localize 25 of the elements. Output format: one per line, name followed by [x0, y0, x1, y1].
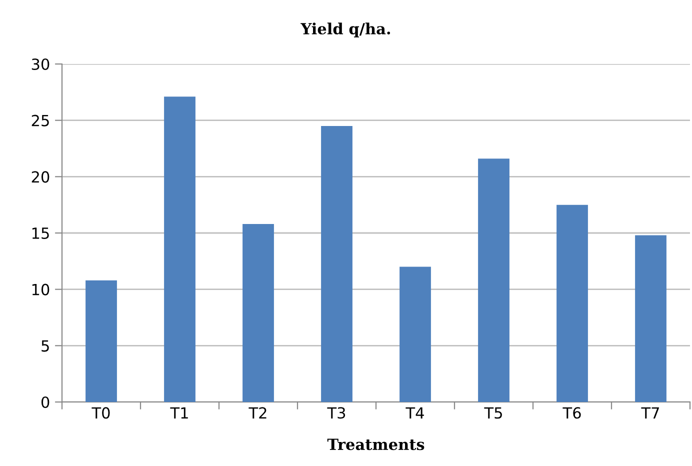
bar [635, 235, 666, 402]
y-tick-label: 10 [32, 284, 50, 296]
x-tick-label: T3 [327, 407, 346, 419]
bar [86, 280, 117, 402]
x-tick-label: T2 [248, 407, 266, 418]
bar [321, 126, 352, 402]
chart-title: Yield q/ha. [300, 22, 390, 38]
y-tick-label: 30 [32, 58, 50, 70]
bar [478, 158, 510, 402]
x-tick-label: T6 [562, 407, 581, 419]
x-axis-title: Treatments [327, 438, 424, 450]
bar [242, 224, 274, 402]
y-tick-label: 15 [32, 228, 49, 240]
bar [556, 204, 588, 402]
x-tick-label: T0 [92, 407, 110, 419]
bar [400, 266, 431, 402]
y-tick-label: 5 [42, 340, 49, 352]
x-tick-label: T7 [641, 407, 659, 418]
x-tick-label: T4 [406, 407, 424, 418]
y-tick-label: 20 [32, 171, 50, 183]
x-tick-label: T5 [484, 407, 502, 419]
bar [164, 96, 196, 402]
y-tick-label: 25 [32, 114, 49, 126]
x-tick-label: T1 [170, 407, 188, 418]
y-tick-label: 0 [41, 396, 50, 408]
